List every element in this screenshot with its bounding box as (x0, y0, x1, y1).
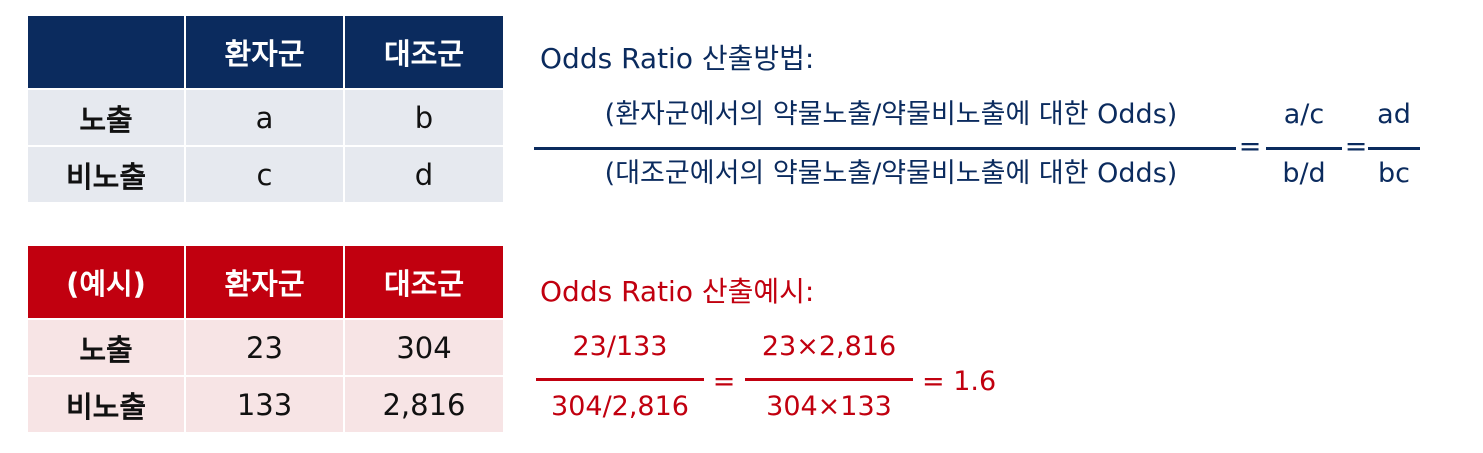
example-fraction-bar-2 (745, 378, 913, 381)
cell-unexposed-patient: 133 (184, 375, 345, 434)
example-contingency-table: (예시) 환자군 대조군 노출 23 304 비노출 133 2,816 (26, 244, 505, 434)
table-row-exposed: 노출 23 304 (26, 318, 505, 377)
table-row-unexposed: 비노출 c d (26, 145, 505, 204)
cell-unexposed-control: 2,816 (343, 375, 505, 434)
example-frac1-numerator: 23/133 (572, 331, 668, 362)
table-row-exposed: 노출 a b (26, 88, 505, 147)
method-fraction-bar-3 (1368, 147, 1420, 150)
example-result: = 1.6 (922, 366, 997, 397)
cell-b: b (343, 88, 505, 147)
cell-exposed-control: 304 (343, 318, 505, 377)
header-cell-patient-group: 환자군 (184, 14, 345, 90)
example-heading: Odds Ratio 산출예시: (540, 275, 815, 308)
method-equals-1: = (1238, 131, 1262, 162)
header-cell-patient-group: 환자군 (184, 244, 345, 320)
example-frac2-denominator: 304×133 (766, 391, 892, 422)
header-cell-control-group: 대조군 (343, 244, 505, 320)
example-frac1-denominator: 304/2,816 (551, 391, 689, 422)
method-fraction-bar-1 (534, 147, 1236, 150)
method-equals-2: = (1344, 131, 1368, 162)
method-frac2-denominator: b/d (1282, 158, 1326, 189)
method-big-denominator: (대조군에서의 약물노출/약물비노출에 대한 Odds) (604, 158, 1178, 189)
row-label-exposed: 노출 (26, 318, 186, 377)
cell-exposed-patient: 23 (184, 318, 345, 377)
table-header-row: 환자군 대조군 (26, 14, 505, 90)
table-header-row: (예시) 환자군 대조군 (26, 244, 505, 320)
cell-a: a (184, 88, 345, 147)
example-equals-1: = (712, 366, 736, 397)
header-cell-empty (26, 14, 186, 90)
row-label-exposed: 노출 (26, 88, 186, 147)
cell-c: c (184, 145, 345, 204)
method-heading: Odds Ratio 산출방법: (540, 42, 815, 75)
method-frac3-numerator: ad (1377, 99, 1411, 130)
method-fraction-bar-2 (1266, 147, 1342, 150)
method-big-numerator: (환자군에서의 약물노출/약물비노출에 대한 Odds) (604, 99, 1178, 130)
cell-d: d (343, 145, 505, 204)
method-contingency-table: 환자군 대조군 노출 a b 비노출 c d (26, 14, 505, 204)
row-label-unexposed: 비노출 (26, 375, 186, 434)
example-fraction-bar-1 (536, 378, 704, 381)
method-frac3-denominator: bc (1378, 158, 1410, 189)
header-cell-control-group: 대조군 (343, 14, 505, 90)
table-row-unexposed: 비노출 133 2,816 (26, 375, 505, 434)
header-cell-example: (예시) (26, 244, 186, 320)
row-label-unexposed: 비노출 (26, 145, 186, 204)
example-frac2-numerator: 23×2,816 (761, 331, 897, 362)
method-frac2-numerator: a/c (1283, 99, 1325, 130)
